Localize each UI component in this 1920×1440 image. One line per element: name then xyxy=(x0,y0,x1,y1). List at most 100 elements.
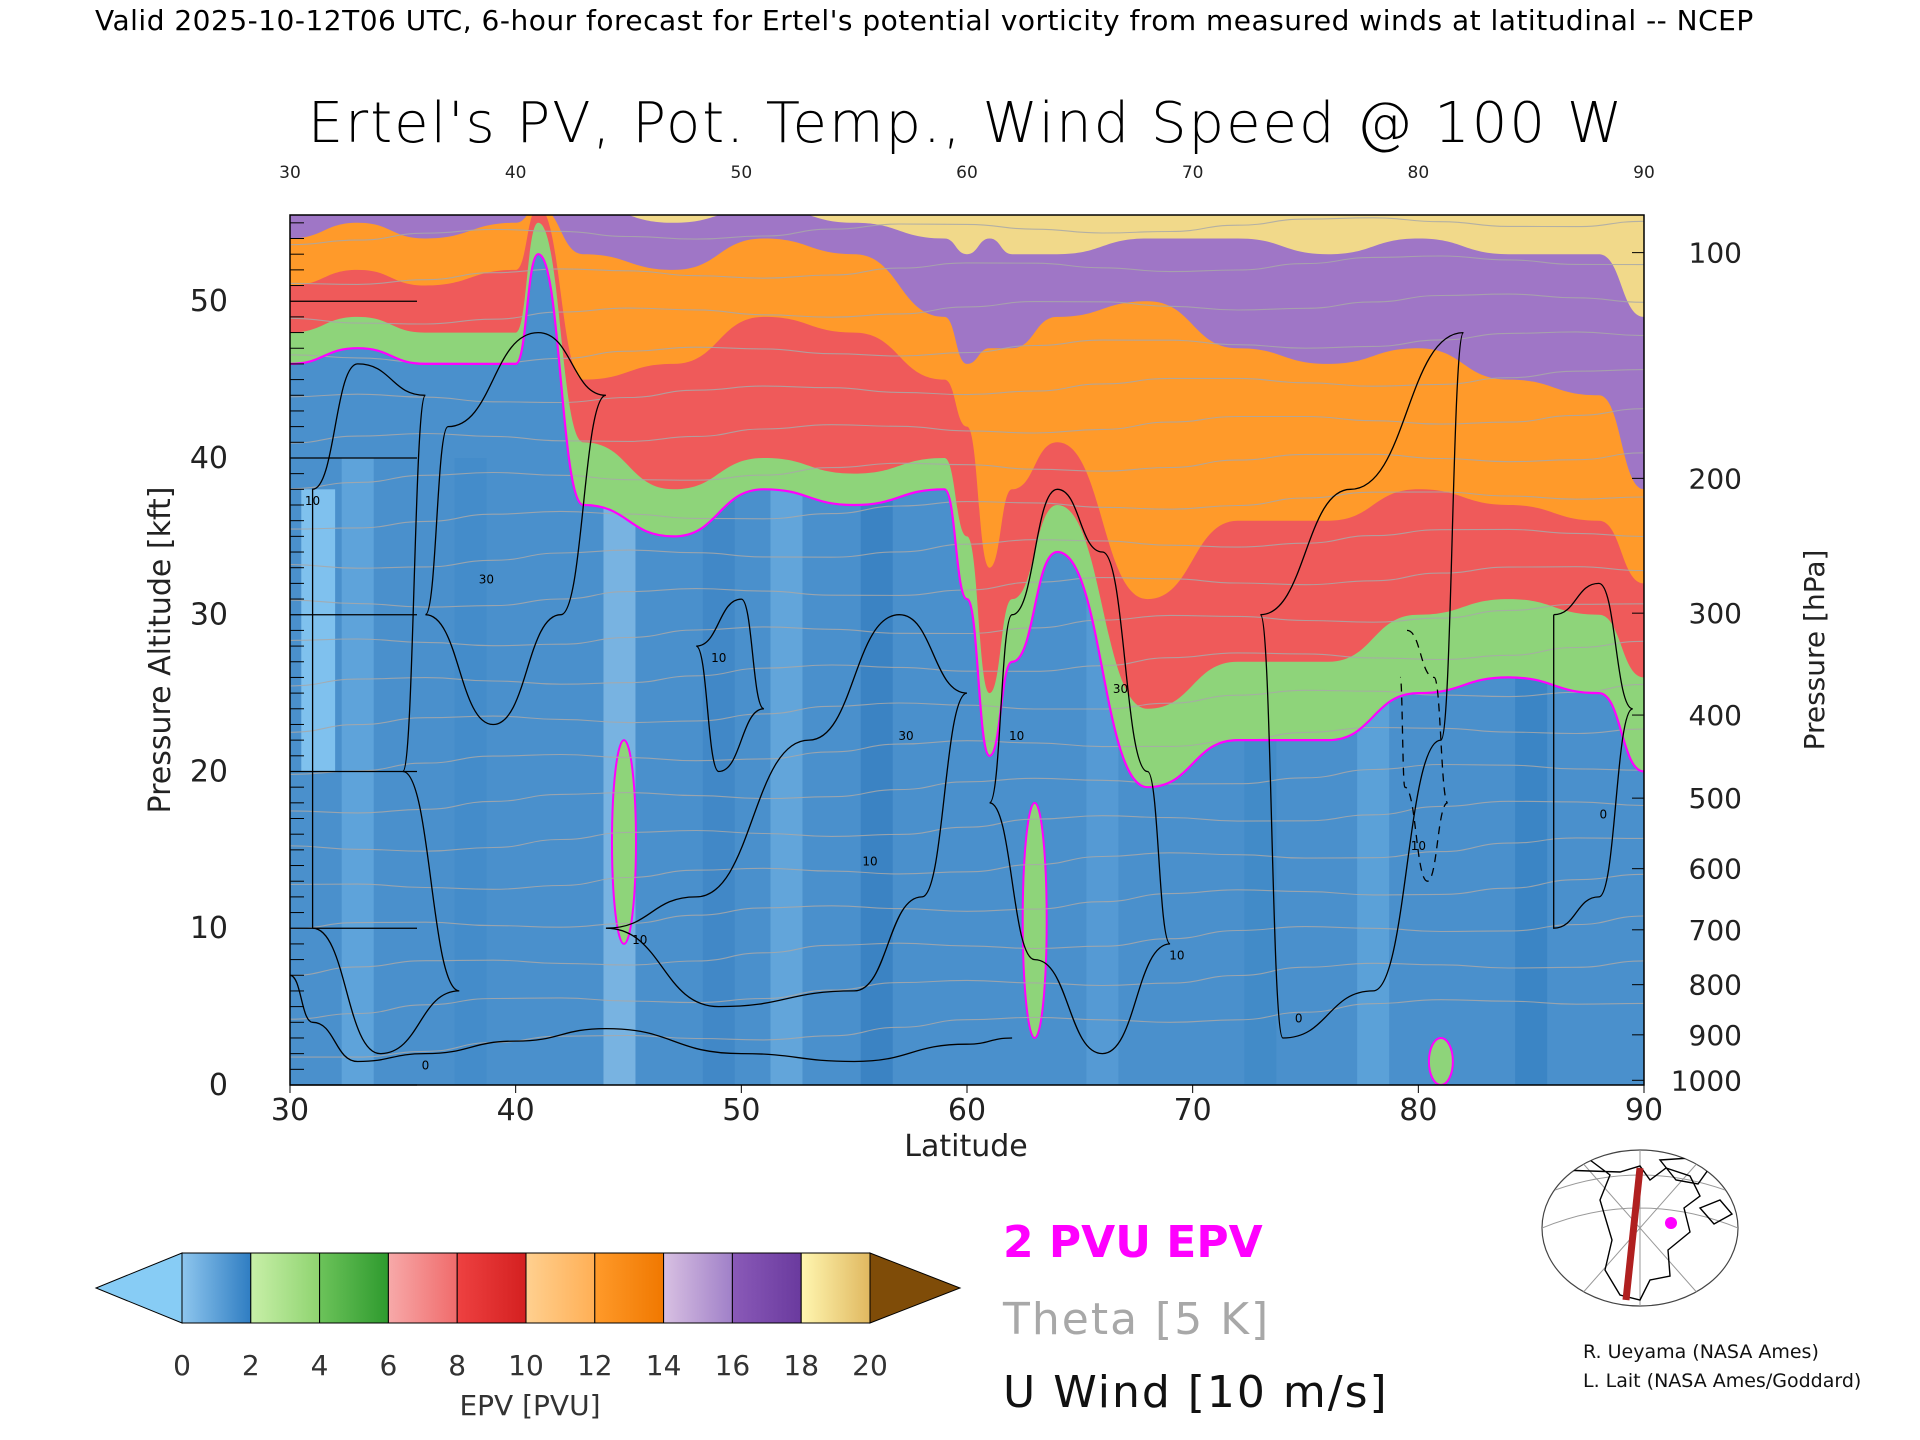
u-wind-contour xyxy=(988,488,1171,1055)
legend-theta: Theta [5 K] xyxy=(1002,1294,1270,1345)
y-tick-label-right: 400 xyxy=(1689,699,1742,732)
pv-texture-band xyxy=(860,457,893,1085)
theta-contour xyxy=(290,331,1644,364)
location-marker-icon xyxy=(1665,1217,1677,1229)
colorbar-tick-label: 20 xyxy=(852,1349,888,1382)
pv-feature-surface-81N xyxy=(1427,1036,1454,1085)
theta-contour xyxy=(290,491,1644,530)
theta-contour xyxy=(290,960,1644,1020)
y-tick-label-right: 800 xyxy=(1689,969,1742,1002)
colorbar-bin xyxy=(181,1252,252,1324)
u-wind-contour-label: 10 xyxy=(1411,839,1426,853)
pv-light-patch xyxy=(301,489,336,772)
y-tick-label-right: 100 xyxy=(1689,237,1742,270)
theta-contour xyxy=(290,255,1644,285)
y-tick-label-right: 700 xyxy=(1689,914,1742,947)
u-wind-contour xyxy=(1259,331,1465,1039)
u-wind-contour xyxy=(424,331,607,726)
y-tick-label-left: 20 xyxy=(190,754,228,789)
u-wind-contour-negative xyxy=(1399,629,1449,882)
u-wind-contour-label: 0 xyxy=(1295,1011,1303,1025)
theta-contour xyxy=(290,873,1644,930)
x-tick-label: 50 xyxy=(722,1093,760,1128)
colorbar-tick-label: 4 xyxy=(311,1349,329,1382)
theta-contour xyxy=(290,763,1644,814)
y-tick-label-right: 900 xyxy=(1689,1019,1742,1052)
pv-texture-band xyxy=(770,457,803,1085)
x-tick-label: 80 xyxy=(1399,1093,1437,1128)
colorbar-bin xyxy=(525,1252,596,1324)
x-tick-label-top: 40 xyxy=(505,163,527,183)
legend-pv2: 2 PVU EPV xyxy=(1003,1217,1263,1268)
pv-feature-fold-63N xyxy=(1021,801,1048,1039)
u-wind-contour-label: 10 xyxy=(632,933,647,947)
colorbar-tick-label: 10 xyxy=(508,1349,544,1382)
colorbar-bin xyxy=(731,1252,802,1324)
y-tick-label-left: 0 xyxy=(209,1068,228,1103)
y-tick-label-right: 500 xyxy=(1689,782,1742,815)
pv2-contour-line xyxy=(290,253,1644,789)
colorbar-bin xyxy=(456,1252,527,1324)
theta-contour xyxy=(290,640,1644,687)
plot-area: 10 30 10 10 30 10 30 10 10 10 0 0 0 xyxy=(289,214,1645,1086)
x-tick-label-top: 80 xyxy=(1408,163,1430,183)
colorbar-tick-label: 12 xyxy=(577,1349,613,1382)
y-tick-label-right: 600 xyxy=(1689,853,1742,886)
y-tick-label-right: 300 xyxy=(1689,597,1742,630)
theta-contour xyxy=(290,217,1644,246)
y-tick-label-right: 200 xyxy=(1689,462,1742,495)
x-tick-label: 70 xyxy=(1174,1093,1212,1128)
y-tick-label-left: 50 xyxy=(190,284,228,319)
pv-feature-streamer-45N xyxy=(610,739,637,945)
colorbar-tick-label: 16 xyxy=(715,1349,751,1382)
theta-contour xyxy=(290,452,1644,490)
theta-contour xyxy=(290,528,1644,569)
u-wind-contour xyxy=(311,363,460,1055)
credit-line-1: R. Ueyama (NASA Ames) xyxy=(1583,1341,1819,1363)
colorbar-tick-label: 6 xyxy=(379,1349,397,1382)
y-axis-label-left: Pressure Altitude [kft] xyxy=(143,487,178,814)
x-tick-label: 40 xyxy=(497,1093,535,1128)
x-tick-label-top: 50 xyxy=(731,163,753,183)
transect-line xyxy=(1622,1167,1644,1301)
u-wind-contour-label: 30 xyxy=(898,729,913,743)
pv-texture-band xyxy=(454,457,487,1085)
u-wind-contour xyxy=(1553,582,1634,929)
colorbar-under-arrow xyxy=(94,1252,183,1324)
x-axis-label: Latitude xyxy=(904,1129,1027,1164)
colorbar-tick-label: 0 xyxy=(173,1349,191,1382)
u-wind-contour-label: 10 xyxy=(1009,729,1024,743)
u-wind-contour-label: 30 xyxy=(1113,682,1128,696)
colorbar-label: EPV [PVU] xyxy=(459,1389,600,1422)
epv-colorbar: 0 2 4 6 8 10 12 14 16 18 20 xyxy=(94,1252,962,1382)
colorbar-bin xyxy=(594,1252,665,1324)
u-wind-contour-label: 10 xyxy=(305,494,320,508)
u-wind-contour-label: 10 xyxy=(1169,949,1184,963)
x-tick-label-top: 90 xyxy=(1633,163,1655,183)
u-wind-contour-label: 30 xyxy=(479,572,494,586)
u-wind-contour xyxy=(290,974,1013,1063)
theta-contour xyxy=(290,683,1644,733)
theta-contour xyxy=(290,726,1644,775)
colorbar-bin xyxy=(319,1252,389,1324)
locator-map xyxy=(1541,1149,1739,1307)
x-tick-label: 30 xyxy=(271,1093,309,1128)
u-wind-contour xyxy=(605,614,968,1008)
theta-contour xyxy=(290,408,1644,444)
credit-line-2: L. Lait (NASA Ames/Goddard) xyxy=(1583,1370,1861,1392)
colorbar-over-arrow xyxy=(869,1252,962,1324)
theta-contour xyxy=(290,293,1644,325)
u-wind-contour-label: 10 xyxy=(862,855,877,869)
u-wind-contour-label: 0 xyxy=(422,1058,430,1072)
axes: 3030404050506060707080809090010203040501… xyxy=(190,163,1742,1128)
pv-band-18-20 xyxy=(290,215,1644,317)
y-tick-label-left: 10 xyxy=(190,911,228,946)
theta-contour xyxy=(290,369,1644,404)
theta-contour xyxy=(290,800,1644,852)
colorbar-bin xyxy=(250,1252,321,1324)
colorbar-tick-label: 18 xyxy=(783,1349,819,1382)
theta-contour xyxy=(290,915,1644,977)
colorbar-tick-label: 8 xyxy=(448,1349,466,1382)
chart-title: Ertel's PV, Pot. Temp., Wind Speed @ 100… xyxy=(308,91,1624,156)
